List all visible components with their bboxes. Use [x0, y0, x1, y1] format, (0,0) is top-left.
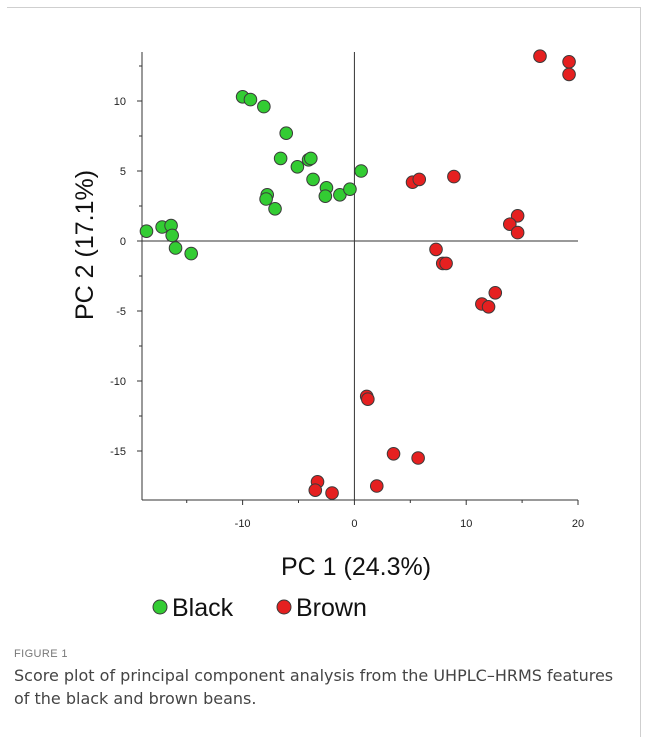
point-brown	[533, 49, 547, 64]
point-black	[257, 99, 271, 114]
point-brown	[562, 55, 576, 69]
tick-labels: 10 5 0 -5 -10 -15 -10 0 10 20	[110, 96, 584, 530]
point-black	[139, 224, 154, 238]
figure-frame	[7, 7, 641, 737]
legend-marker-black	[152, 599, 168, 615]
y-tick-label: 10	[114, 96, 126, 108]
data-points	[139, 49, 576, 500]
point-brown	[412, 172, 427, 187]
point-black	[306, 172, 320, 187]
point-black	[168, 241, 183, 255]
point-black	[268, 202, 282, 216]
point-brown	[447, 169, 461, 184]
point-brown	[481, 300, 496, 314]
point-brown	[562, 67, 576, 82]
legend-marker-brown	[276, 599, 292, 615]
point-brown	[510, 209, 525, 223]
x-tick-label: 0	[351, 518, 357, 530]
y-tick-label: 0	[120, 236, 126, 248]
y-tick-label: -5	[116, 306, 126, 318]
point-black	[354, 164, 368, 178]
x-axis-title: PC 1 (24.3%)	[281, 553, 431, 581]
point-black	[343, 182, 357, 196]
point-brown	[411, 451, 425, 465]
point-black	[290, 160, 305, 174]
point-brown	[503, 217, 517, 231]
point-brown	[429, 242, 443, 257]
point-black	[184, 246, 198, 261]
x-tick-label: -10	[235, 518, 251, 530]
point-black	[318, 189, 333, 203]
point-black	[259, 192, 273, 206]
axes	[137, 52, 579, 505]
figure-label: FIGURE 1	[14, 648, 68, 660]
pca-score-plot: 10 5 0 -5 -10 -15 -10 0 10 20 PC 1 (24.3%) PC 2 (…	[71, 49, 584, 622]
x-tick-label: 20	[572, 518, 584, 530]
caption-text: Score plot of principal component analys…	[14, 666, 614, 708]
point-black	[273, 151, 288, 166]
point-black	[243, 92, 258, 107]
point-brown	[361, 392, 375, 407]
point-brown	[308, 483, 323, 498]
y-axis-title: PC 2 (17.1%)	[71, 170, 99, 320]
legend-label-brown: Brown	[296, 594, 367, 622]
y-tick-label: -10	[110, 376, 126, 388]
zero-lines	[142, 52, 578, 500]
point-black	[304, 151, 318, 166]
point-brown	[386, 447, 401, 461]
x-tick-label: 10	[460, 518, 472, 530]
point-brown	[488, 286, 503, 300]
point-brown	[439, 256, 453, 271]
point-brown	[510, 225, 525, 240]
point-black	[279, 126, 294, 140]
point-black	[165, 228, 179, 243]
legend-label-black: Black	[172, 594, 234, 622]
legend: Black Brown	[152, 594, 367, 622]
y-tick-label: -15	[110, 446, 126, 458]
point-brown	[325, 486, 339, 500]
point-brown	[369, 479, 384, 493]
figure-caption: FIGURE 1 Score plot of principal compone…	[14, 648, 614, 710]
y-tick-label: 5	[120, 166, 126, 178]
